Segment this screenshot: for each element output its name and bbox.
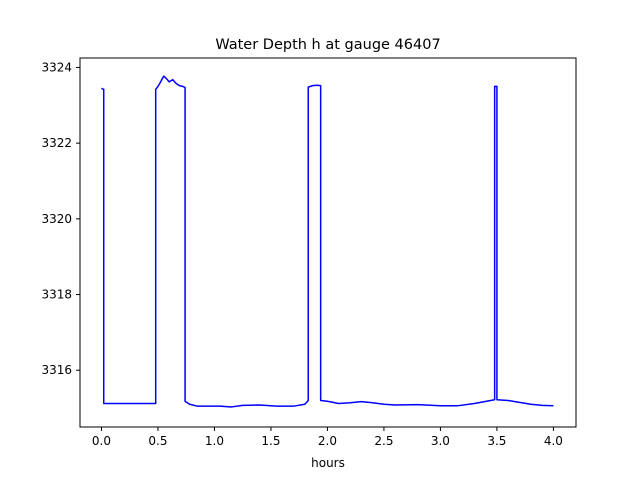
y-axis: 3316 3318 3320 3322 3324 xyxy=(41,60,80,377)
axes-frame xyxy=(79,57,577,428)
x-tick-label: 3.5 xyxy=(487,434,506,448)
chart-title: Water Depth h at gauge 46407 xyxy=(215,37,440,53)
series-line-0 xyxy=(101,75,554,408)
x-axis: 0.0 0.5 1.0 1.5 2.0 2.5 3.0 3.5 4.0 xyxy=(92,427,563,448)
y-tick-label: 3316 xyxy=(41,363,72,377)
x-tick-label: 2.5 xyxy=(374,434,393,448)
plot-area xyxy=(101,75,554,408)
x-tick-label: 3.0 xyxy=(431,434,450,448)
y-tick-label: 3318 xyxy=(41,288,72,302)
x-tick-label: 4.0 xyxy=(544,434,563,448)
y-tick-label: 3324 xyxy=(41,60,72,74)
x-tick-label: 1.5 xyxy=(261,434,280,448)
x-tick-label: 1.0 xyxy=(205,434,224,448)
x-tick-label: 0.0 xyxy=(92,434,111,448)
y-tick-label: 3320 xyxy=(41,212,72,226)
x-tick-label: 2.0 xyxy=(318,434,337,448)
x-axis-label: hours xyxy=(311,456,345,470)
y-tick-label: 3322 xyxy=(41,136,72,150)
x-tick-label: 0.5 xyxy=(148,434,167,448)
